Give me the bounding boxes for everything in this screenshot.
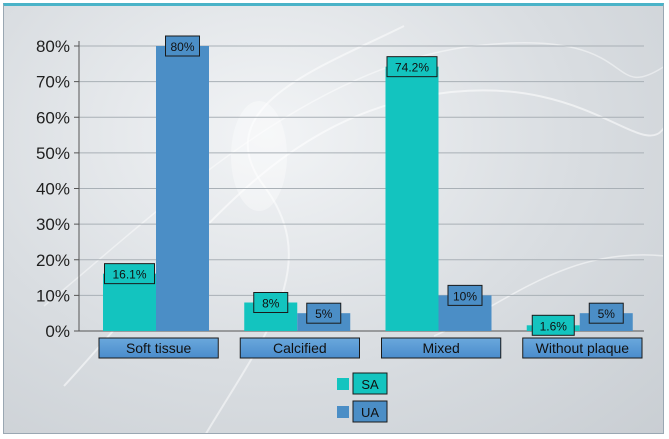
legend-label-ua: UA bbox=[361, 405, 379, 420]
data-label: 8% bbox=[262, 297, 280, 311]
category-box bbox=[381, 337, 502, 359]
category-label: Mixed bbox=[422, 340, 459, 356]
y-tick-label: 50% bbox=[36, 144, 70, 163]
legend: SA UA bbox=[337, 372, 388, 423]
bar-sa-2 bbox=[385, 66, 439, 331]
y-tick-label: 60% bbox=[36, 108, 70, 127]
data-label: 1.6% bbox=[540, 319, 568, 333]
data-label-box bbox=[306, 302, 342, 324]
y-tick-label: 30% bbox=[36, 215, 70, 234]
data-label: 16.1% bbox=[112, 268, 146, 282]
data-label-box bbox=[253, 292, 289, 313]
legend-swatch-sa bbox=[337, 378, 349, 390]
category-box bbox=[239, 337, 360, 359]
legend-label-sa: SA bbox=[361, 377, 379, 392]
bar-chart: 0% 10% 20% 30% 40% 50% 60% 70% 80% 16.1% 80% 8% 5% 7… bbox=[36, 25, 663, 433]
category-box bbox=[522, 337, 643, 359]
chart-frame: 0% 10% 20% 30% 40% 50% 60% 70% 80% 16.1% 80% 8% 5% 7… bbox=[3, 3, 664, 434]
category-label: Without plaque bbox=[536, 340, 630, 356]
data-label: 5% bbox=[315, 307, 333, 321]
bar-ua-0 bbox=[156, 46, 209, 331]
legend-label-box bbox=[352, 372, 388, 395]
data-label: 74.2% bbox=[395, 61, 429, 75]
y-tick-label: 70% bbox=[36, 73, 70, 92]
y-tick-label: 10% bbox=[36, 286, 70, 305]
data-label: 5% bbox=[598, 307, 616, 321]
category-labels: Soft tissue Calcified Mixed Without plaque bbox=[98, 337, 643, 359]
data-label-box bbox=[531, 314, 575, 336]
category-box bbox=[98, 337, 219, 359]
y-tick-label: 40% bbox=[36, 180, 70, 199]
category-label: Calcified bbox=[273, 340, 327, 356]
legend-swatch-ua bbox=[337, 406, 349, 418]
data-label: 10% bbox=[453, 289, 477, 303]
data-labels: 16.1% 80% 8% 5% 74.2% 10% 1.6% 5% bbox=[104, 35, 624, 336]
data-label-box bbox=[386, 56, 438, 78]
y-tick-label: 80% bbox=[36, 37, 70, 56]
data-label-box bbox=[104, 263, 155, 285]
category-label: Soft tissue bbox=[126, 340, 192, 356]
y-tick-label: 0% bbox=[45, 322, 70, 341]
data-label-box bbox=[165, 35, 200, 57]
data-label: 80% bbox=[170, 40, 194, 54]
legend-label-box bbox=[352, 400, 388, 423]
data-label-box bbox=[588, 302, 624, 324]
data-label-box bbox=[447, 284, 483, 306]
y-tick-label: 20% bbox=[36, 251, 70, 270]
